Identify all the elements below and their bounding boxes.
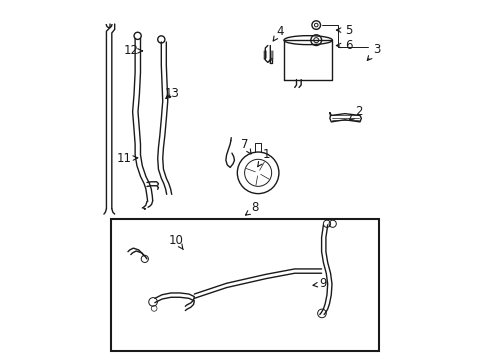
Text: 11: 11 — [117, 152, 138, 165]
Text: 3: 3 — [366, 42, 380, 60]
Text: 4: 4 — [273, 25, 284, 41]
Bar — [111, 219, 378, 351]
Text: 10: 10 — [168, 234, 183, 249]
Text: 8: 8 — [245, 202, 259, 215]
Text: 1: 1 — [257, 148, 269, 167]
Text: 12: 12 — [124, 44, 142, 57]
Text: 9: 9 — [312, 278, 326, 291]
Text: 7: 7 — [240, 138, 250, 154]
Text: 13: 13 — [164, 87, 179, 100]
Text: 2: 2 — [349, 105, 362, 120]
Text: 5: 5 — [336, 24, 351, 37]
Text: 6: 6 — [336, 39, 351, 52]
